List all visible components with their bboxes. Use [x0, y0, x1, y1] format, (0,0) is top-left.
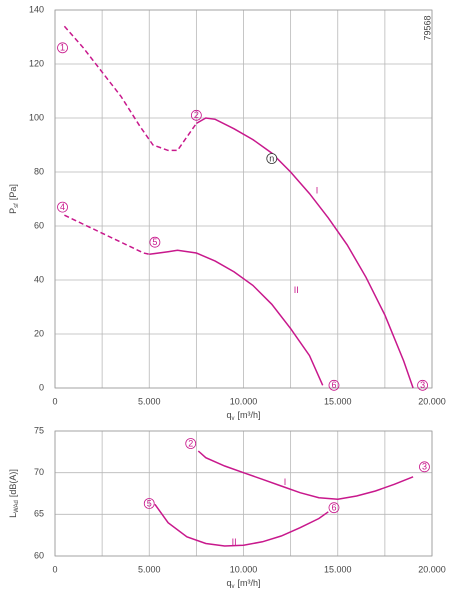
annotation-circle — [57, 42, 68, 54]
annotation-number: 2 — [188, 438, 193, 448]
y-tick-label: 120 — [29, 58, 44, 68]
y-tick-label: 60 — [34, 550, 44, 560]
y-label-sub: WAd — [14, 500, 20, 513]
annotation-number: 4 — [60, 202, 65, 212]
annotation-number: 2 — [194, 110, 199, 120]
x-tick-label: 5.000 — [138, 564, 161, 574]
x-tick-label: 10.000 — [230, 396, 258, 406]
x-label-main: q — [226, 410, 231, 420]
curve — [64, 214, 150, 256]
y-tick-label: 100 — [29, 112, 44, 122]
annotation-number: 3 — [422, 462, 427, 472]
curve — [149, 249, 324, 386]
annotation-number: 6 — [331, 503, 336, 513]
x-axis-label: qv [m³/h] — [226, 578, 260, 589]
y-tick-label: 70 — [34, 467, 44, 477]
x-tick-label: 15.000 — [324, 564, 352, 574]
drawing-id: 79568 — [422, 15, 432, 40]
annotation-circle — [149, 236, 161, 248]
curve — [63, 25, 198, 152]
curve-label: I — [284, 477, 287, 487]
annotation-number: 3 — [420, 380, 425, 390]
plot: 0 5.000 10.000 15.000 20.000 0 20 40 60 80 100 120 1… — [8, 4, 445, 421]
plot-frame — [54, 9, 433, 389]
x-label-sub: v — [232, 584, 235, 590]
y-tick-label: 60 — [34, 220, 44, 230]
plot-frame — [54, 430, 433, 557]
x-tick-label: 20.000 — [418, 396, 446, 406]
annotation-circle — [417, 379, 428, 391]
annotation-circle — [57, 201, 68, 213]
y-label-unit: [Pa] — [8, 184, 18, 200]
annotation-number: 5 — [152, 237, 157, 247]
y-axis-label: LWAd [dB(A)] — [8, 469, 19, 518]
x-tick-label: 15.000 — [324, 396, 352, 406]
x-tick-label: 0 — [52, 396, 57, 406]
y-tick-label: 40 — [34, 274, 44, 284]
x-tick-label: 0 — [52, 564, 57, 574]
curve-label: II — [232, 537, 237, 547]
annotation-circle — [185, 438, 197, 449]
x-tick-label: 5.000 — [138, 396, 161, 406]
y-label-main: L — [8, 513, 18, 518]
x-axis-label: qv [m³/h] — [226, 410, 260, 421]
y-axis-label: Psf [Pa] — [8, 184, 19, 214]
x-tick-label: 20.000 — [418, 564, 446, 574]
curve — [154, 503, 329, 547]
annotation-number: 6 — [331, 380, 336, 390]
curve-label: I — [316, 185, 319, 195]
annotation-circle — [328, 502, 340, 514]
x-label-unit: [m³/h] — [238, 578, 261, 588]
annotation-circle — [143, 498, 155, 509]
annotation-number: 5 — [147, 498, 152, 508]
y-tick-label: 20 — [34, 328, 44, 338]
curve — [197, 450, 414, 501]
annotation-circle — [419, 461, 430, 473]
x-label-unit: [m³/h] — [238, 410, 261, 420]
annotation-circle — [266, 153, 278, 164]
y-tick-label: 75 — [34, 425, 44, 435]
y-tick-label: 140 — [29, 4, 44, 14]
annotation-number: 1 — [60, 43, 65, 53]
annotation-circle — [328, 379, 340, 391]
curve-label: II — [294, 285, 299, 295]
x-tick-label: 10.000 — [230, 564, 258, 574]
annotation-circle — [190, 109, 202, 121]
x-label-main: q — [226, 578, 231, 588]
y-label-unit: [dB(A)] — [8, 469, 18, 497]
y-label-sub: sf — [14, 203, 20, 208]
y-tick-label: 65 — [34, 509, 44, 519]
x-label-sub: v — [232, 416, 235, 422]
y-tick-label: 0 — [39, 382, 44, 392]
y-tick-label: 80 — [34, 166, 44, 176]
y-label-main: P — [8, 208, 18, 214]
curve — [196, 117, 414, 389]
annotation-number: n — [269, 153, 274, 163]
